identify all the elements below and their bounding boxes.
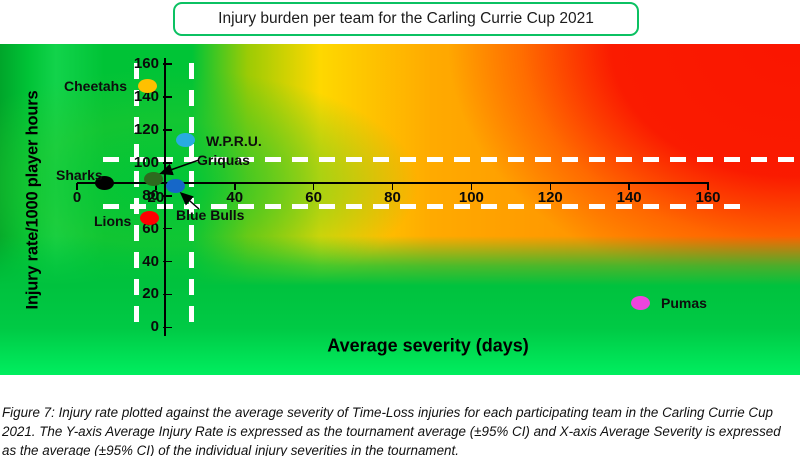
x-tick-160 [707, 183, 709, 191]
y-tick-100 [162, 162, 172, 164]
chart-title-box: Injury burden per team for the Carling C… [173, 2, 639, 36]
label-w-p-r-u: W.P.R.U. [206, 133, 262, 149]
y-tick-60 [162, 227, 172, 230]
x-axis-title: Average severity (days) [327, 335, 529, 356]
y-tick-80 [162, 195, 172, 197]
y-tick-label-100: 100 [133, 153, 159, 171]
x-tick-label-140: 140 [616, 189, 642, 207]
x-tick-label-60: 60 [305, 189, 322, 207]
point-pumas [631, 295, 651, 310]
x-tick-0 [76, 183, 78, 191]
y-tick-label-0: 0 [150, 318, 159, 336]
y-axis-title: Injury rate/1000 player hours [23, 90, 42, 310]
y-axis-line [163, 58, 166, 336]
figure-caption: Figure 7: Injury rate plotted against th… [2, 405, 781, 456]
x-tick-20 [155, 183, 157, 191]
y-tick-160 [162, 63, 172, 65]
x-tick-140 [628, 183, 630, 191]
y-tick-0 [162, 326, 172, 329]
y-tick-label-160: 160 [133, 55, 159, 73]
point-w-p-r-u [175, 132, 195, 147]
label-blue-bulls: Blue Bulls [176, 207, 245, 223]
y-tick-label-40: 40 [142, 252, 159, 270]
label-lions: Lions [94, 213, 132, 229]
x-tick-label-120: 120 [537, 189, 563, 207]
x-tick-label-0: 0 [72, 189, 82, 207]
ci-lower-severity-line [134, 63, 140, 327]
point-griquas [144, 172, 164, 187]
chart-title: Injury burden per team for the Carling C… [218, 10, 594, 27]
x-tick-label-20: 20 [147, 189, 165, 207]
y-tick-120 [162, 129, 172, 131]
x-tick-label-100: 100 [458, 189, 484, 207]
y-tick-20 [162, 293, 172, 296]
point-lions [140, 210, 160, 225]
y-tick-label-20: 20 [142, 285, 159, 303]
y-tick-label-120: 120 [133, 120, 159, 138]
point-sharks [95, 175, 115, 190]
ci-lower-injury-rate-line [103, 203, 740, 209]
label-pumas: Pumas [661, 295, 707, 311]
y-tick-label-80: 80 [142, 186, 159, 204]
y-tick-140 [162, 96, 172, 98]
ci-upper-injury-rate-line [103, 157, 797, 163]
label-sharks: Sharks [56, 167, 103, 183]
x-tick-100 [470, 183, 473, 191]
x-tick-120 [549, 183, 551, 191]
ci-upper-severity-line [188, 63, 194, 330]
y-tick-label-140: 140 [133, 88, 159, 106]
label-griquas: Griquas [197, 152, 250, 168]
label-cheetahs: Cheetahs [64, 78, 128, 94]
x-tick-80 [391, 183, 394, 191]
x-tick-40 [234, 183, 236, 191]
point-cheetahs [138, 78, 158, 93]
x-tick-label-160: 160 [695, 189, 721, 207]
plot-area: 0 20 40 60 80 100 120 140 160 0 20 40 60 80 100 120 140 1… [0, 44, 800, 375]
y-tick-40 [162, 260, 172, 263]
x-tick-60 [312, 183, 315, 191]
x-tick-label-80: 80 [384, 189, 401, 207]
x-tick-label-40: 40 [226, 189, 244, 207]
point-blue-bulls [166, 178, 186, 193]
